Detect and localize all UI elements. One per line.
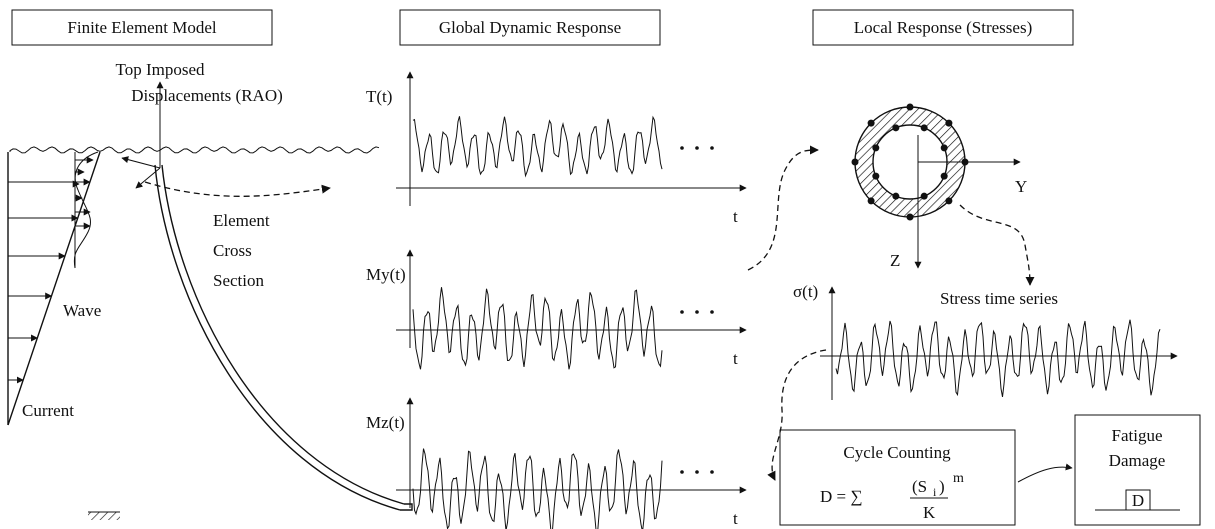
riser-end — [400, 503, 413, 511]
label: Top Imposed — [116, 60, 205, 79]
point — [867, 197, 875, 205]
point — [851, 158, 859, 166]
ellipsis-dot — [695, 470, 699, 474]
point — [872, 144, 880, 152]
formula: D = ∑ — [820, 487, 862, 506]
label: Displacements (RAO) — [131, 86, 283, 105]
box-title: Fatigue — [1112, 426, 1163, 445]
dashed-arrow — [767, 349, 827, 481]
formula: i — [933, 485, 937, 499]
formula: ) — [939, 477, 945, 496]
label: Element — [213, 211, 270, 230]
riser — [154, 164, 401, 511]
point — [867, 119, 875, 127]
formula: K — [923, 503, 936, 522]
point — [892, 192, 900, 200]
signal — [412, 115, 663, 178]
plot-label: T(t) — [366, 87, 392, 106]
label: Wave — [63, 301, 101, 320]
signal — [412, 287, 663, 370]
axis-label: Z — [890, 251, 900, 270]
label: Cross — [213, 241, 252, 260]
point — [945, 119, 953, 127]
label: Section — [213, 271, 264, 290]
ellipsis-dot — [680, 470, 684, 474]
ellipsis-dot — [710, 470, 714, 474]
seabed-hatch — [88, 512, 120, 520]
stress-signal — [835, 319, 1161, 397]
formula: m — [953, 471, 964, 486]
box-title: Cycle Counting — [843, 443, 951, 462]
symbol-box — [1125, 489, 1151, 511]
plot-label: Mz(t) — [366, 413, 405, 432]
sea-surface — [9, 146, 380, 154]
point — [940, 144, 948, 152]
ellipsis-dot — [710, 146, 714, 150]
point — [940, 172, 948, 180]
fe-model: Top Imposed Displacements (RAO) Element … — [7, 60, 413, 520]
current-profile — [7, 151, 101, 426]
caption: Stress time series — [940, 289, 1058, 308]
axis-label: t — [733, 207, 738, 226]
panel-box — [11, 9, 273, 46]
panel-title: Local Response (Stresses) — [854, 18, 1032, 37]
plot-label: σ(t) — [793, 282, 818, 301]
global-response: T(t) t My(t) t Mz(t) t — [366, 71, 747, 529]
ellipsis-dot — [695, 310, 699, 314]
cycle-box — [779, 429, 1016, 526]
axis-label: Y — [1015, 177, 1027, 196]
ellipsis-dot — [695, 146, 699, 150]
point — [892, 124, 900, 132]
fatigue-box — [1074, 414, 1201, 526]
ellipsis-dot — [680, 146, 684, 150]
formula: (S — [912, 477, 927, 496]
point — [906, 213, 914, 221]
dashed-arrow — [959, 204, 1035, 286]
symbol: D — [1132, 491, 1144, 510]
ellipsis-dot — [680, 310, 684, 314]
point — [872, 172, 880, 180]
signal — [412, 448, 663, 529]
point — [920, 124, 928, 132]
axis-label: t — [733, 349, 738, 368]
plot-label: My(t) — [366, 265, 406, 284]
panel-title: Finite Element Model — [67, 18, 216, 37]
dashed-arrow — [747, 145, 819, 271]
ellipsis-dot — [710, 310, 714, 314]
point — [920, 192, 928, 200]
point — [906, 103, 914, 111]
panel-title: Global Dynamic Response — [439, 18, 621, 37]
dashed-arrow — [144, 181, 331, 197]
point — [945, 197, 953, 205]
axis-label: t — [733, 509, 738, 528]
label: Current — [22, 401, 74, 420]
displacement-arrow — [121, 156, 161, 169]
local-response: Y Z Stress time series σ(t) Cycle Counti… — [747, 103, 1201, 526]
arrow — [1017, 463, 1073, 483]
panel-box — [812, 9, 1074, 46]
panel-box — [399, 9, 661, 46]
riser — [161, 164, 405, 505]
box-title: Damage — [1109, 451, 1166, 470]
